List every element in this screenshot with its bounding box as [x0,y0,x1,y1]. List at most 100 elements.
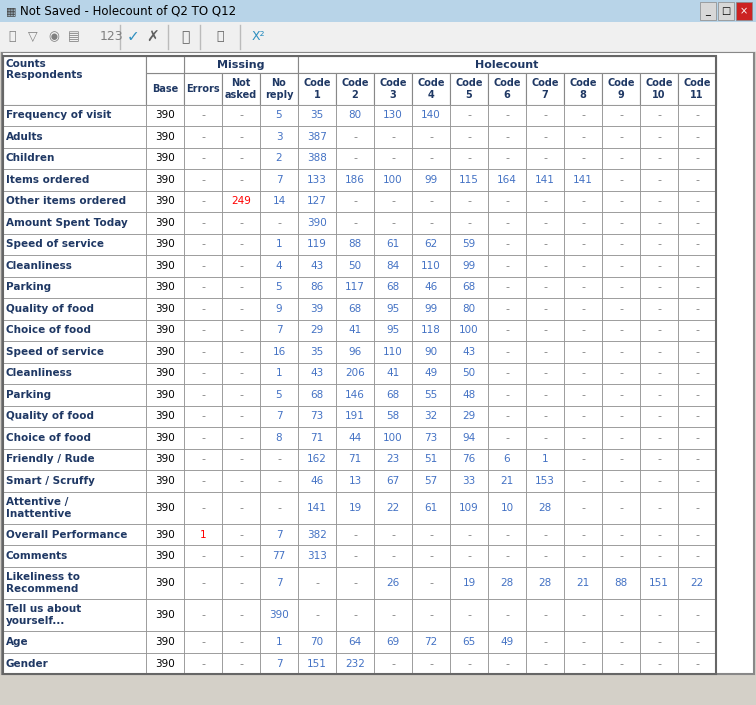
Bar [184,524,222,546]
Text: -: - [505,326,509,336]
Bar [374,73,412,104]
Text: Likeliness to
Recommend: Likeliness to Recommend [6,572,80,594]
Text: -: - [239,551,243,561]
Text: 141: 141 [535,175,555,185]
Text: Code
3: Code 3 [380,78,407,100]
Text: -: - [619,455,623,465]
Bar [640,126,678,147]
Text: -: - [619,551,623,561]
Bar [526,567,564,599]
Bar [526,405,564,427]
Text: -: - [581,529,585,539]
Bar [526,491,564,524]
Bar [526,384,564,405]
Bar [222,147,260,169]
Bar [3,56,146,104]
Text: Missing: Missing [217,60,265,70]
Text: 41: 41 [386,369,400,379]
Text: Errors: Errors [186,84,220,94]
Bar [336,546,374,567]
Text: 164: 164 [497,175,517,185]
Bar [260,653,298,675]
Text: -: - [657,369,661,379]
Text: 153: 153 [535,476,555,486]
Bar [412,319,450,341]
Text: -: - [619,261,623,271]
Text: -: - [581,658,585,668]
Bar [184,126,222,147]
Bar [640,632,678,653]
Bar [3,341,146,362]
Text: -: - [657,326,661,336]
Text: 51: 51 [424,455,438,465]
Bar [184,212,222,233]
Bar [564,147,602,169]
Text: 1: 1 [276,369,282,379]
Text: -: - [657,132,661,142]
Text: -: - [505,154,509,164]
Text: 390: 390 [155,611,175,620]
Text: Code
9: Code 9 [607,78,635,100]
Text: 7: 7 [276,529,282,539]
Text: 313: 313 [307,551,327,561]
Text: 46: 46 [424,283,438,293]
Text: -: - [657,175,661,185]
Bar [298,384,336,405]
Text: Code
7: Code 7 [531,78,559,100]
Text: -: - [657,261,661,271]
Bar [184,384,222,405]
Text: -: - [581,503,585,513]
Text: 65: 65 [463,637,476,647]
Bar [412,524,450,546]
Bar [146,319,184,341]
Bar [488,126,526,147]
Text: 2: 2 [276,154,282,164]
Text: 61: 61 [386,240,400,250]
Bar [564,567,602,599]
Text: 10: 10 [500,503,513,513]
Bar [374,126,412,147]
Text: Base: Base [152,84,178,94]
Text: -: - [239,347,243,357]
Text: -: - [201,390,205,400]
Bar [450,190,488,212]
Text: Friendly / Rude: Friendly / Rude [6,455,94,465]
Bar [260,427,298,448]
Text: 100: 100 [383,433,403,443]
Bar [146,524,184,546]
Text: 232: 232 [345,658,365,668]
Text: -: - [657,637,661,647]
Text: -: - [239,154,243,164]
Bar [374,276,412,298]
Text: -: - [695,304,699,314]
Text: 73: 73 [424,433,438,443]
Text: Overall Performance: Overall Performance [6,529,127,539]
Text: 390: 390 [155,111,175,121]
Text: -: - [391,551,395,561]
Text: -: - [657,240,661,250]
Text: -: - [201,637,205,647]
Bar [678,147,716,169]
Text: 5: 5 [276,283,282,293]
Text: -: - [353,197,357,207]
Text: 387: 387 [307,132,327,142]
Text: -: - [391,197,395,207]
Text: 22: 22 [386,503,400,513]
Bar [412,341,450,362]
Text: 191: 191 [345,412,365,422]
Bar [3,233,146,255]
Text: 9: 9 [276,304,282,314]
Bar [298,212,336,233]
Bar [146,298,184,319]
Text: 390: 390 [155,390,175,400]
Text: -: - [543,283,547,293]
Bar [526,427,564,448]
Text: 118: 118 [421,326,441,336]
Bar [564,470,602,491]
Bar [412,384,450,405]
Bar [146,653,184,675]
Bar [260,212,298,233]
Bar [640,427,678,448]
Text: -: - [619,240,623,250]
Text: -: - [505,369,509,379]
